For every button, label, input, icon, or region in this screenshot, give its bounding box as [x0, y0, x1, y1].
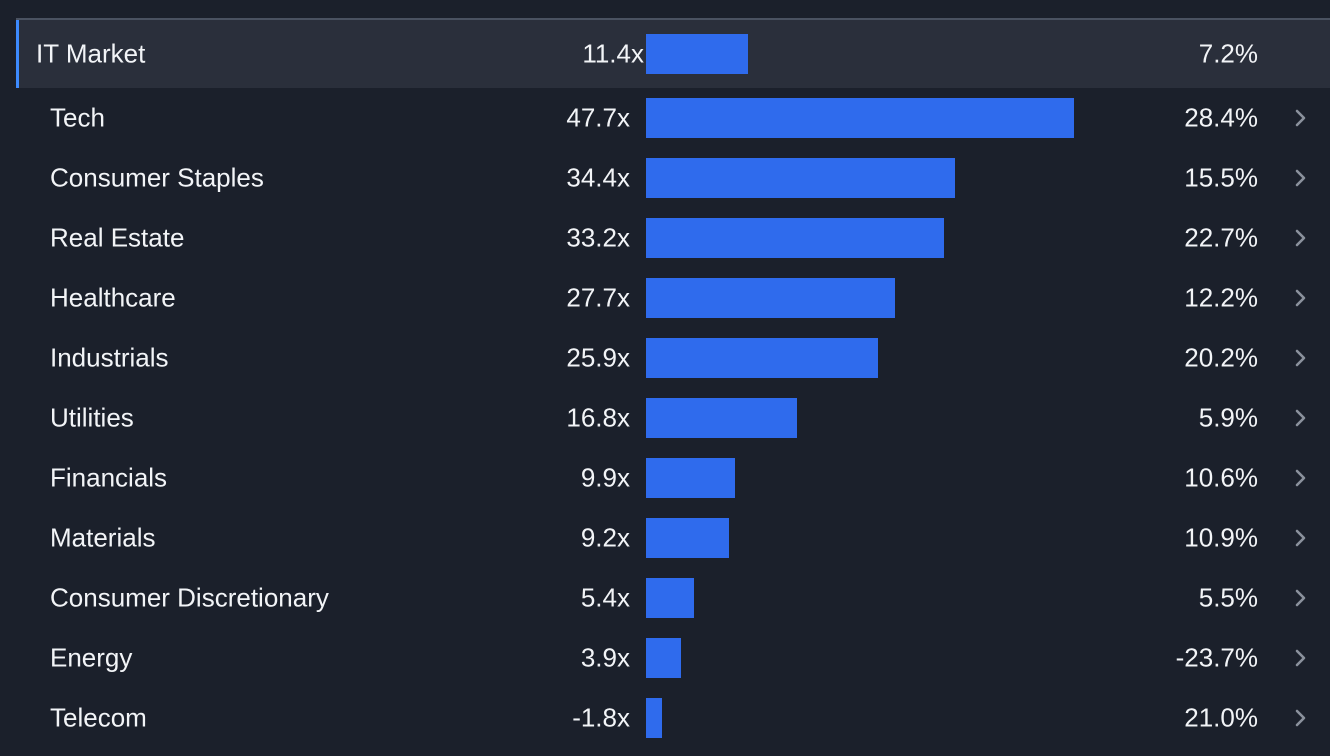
sector-multiple-label: 34.4x	[566, 162, 630, 193]
sector-row[interactable]: Healthcare 27.7x 12.2%	[0, 268, 1330, 328]
sector-multiple-label: -1.8x	[572, 702, 630, 733]
market-row: IT Market 11.4x 7.2%	[16, 20, 1330, 88]
sector-name: Industrials	[50, 342, 169, 373]
chevron-right-icon[interactable]	[1292, 586, 1310, 610]
sector-bar	[646, 98, 1074, 138]
sector-name: Energy	[50, 642, 133, 673]
sector-multiple-label: 5.4x	[580, 582, 630, 613]
sector-rows: IT Market 11.4x 7.2% Tech 47.7x 28.4% Consu…	[0, 20, 1330, 748]
chevron-right-icon[interactable]	[1292, 646, 1310, 670]
sector-bar	[646, 218, 944, 258]
sector-list: Tech 47.7x 28.4% Consumer Staples 34.4x 15.5%…	[0, 88, 1330, 748]
sector-multiple-label: 9.2x	[580, 522, 630, 553]
sector-row[interactable]: Materials 9.2x 10.9%	[0, 508, 1330, 568]
sector-bar	[646, 518, 729, 558]
sector-row[interactable]: Financials 9.9x 10.6%	[0, 448, 1330, 508]
sector-growth-label: 12.2%	[1184, 282, 1258, 313]
sector-name: Consumer Staples	[50, 162, 264, 193]
sector-row[interactable]: Utilities 16.8x 5.9%	[0, 388, 1330, 448]
sector-multiple-label: 16.8x	[566, 402, 630, 433]
sector-row[interactable]: Energy 3.9x -23.7%	[0, 628, 1330, 688]
sector-multiple-label: 47.7x	[566, 102, 630, 133]
market-bar	[646, 34, 748, 74]
sector-row[interactable]: Consumer Staples 34.4x 15.5%	[0, 148, 1330, 208]
sector-bar	[646, 398, 797, 438]
sector-bar	[646, 158, 955, 198]
chevron-right-icon[interactable]	[1292, 166, 1310, 190]
chevron-right-icon[interactable]	[1292, 286, 1310, 310]
chevron-right-icon[interactable]	[1292, 466, 1310, 490]
sector-bar	[646, 458, 735, 498]
sector-name: Utilities	[50, 402, 134, 433]
sector-multiple-label: 27.7x	[566, 282, 630, 313]
sector-name: Consumer Discretionary	[50, 582, 329, 613]
sector-growth-label: 15.5%	[1184, 162, 1258, 193]
chevron-right-icon[interactable]	[1292, 346, 1310, 370]
sector-multiple-label: 9.9x	[580, 462, 630, 493]
sector-growth-label: 20.2%	[1184, 342, 1258, 373]
sector-row[interactable]: Real Estate 33.2x 22.7%	[0, 208, 1330, 268]
chevron-right-icon[interactable]	[1292, 106, 1310, 130]
sector-row[interactable]: Telecom -1.8x 21.0%	[0, 688, 1330, 748]
sector-bar	[646, 698, 662, 738]
sector-multiple-label: 33.2x	[566, 222, 630, 253]
sector-name: Tech	[50, 102, 105, 133]
sector-bar	[646, 578, 694, 618]
sector-growth-label: -23.7%	[1175, 642, 1258, 673]
sector-row[interactable]: Industrials 25.9x 20.2%	[0, 328, 1330, 388]
market-multiple-label: 11.4x	[582, 38, 644, 69]
sector-row[interactable]: Consumer Discretionary 5.4x 5.5%	[0, 568, 1330, 628]
sector-name: Materials	[50, 522, 156, 553]
sector-growth-label: 28.4%	[1184, 102, 1258, 133]
sector-growth-label: 5.5%	[1198, 582, 1258, 613]
sector-growth-label: 22.7%	[1184, 222, 1258, 253]
sector-name: Telecom	[50, 702, 147, 733]
chevron-right-icon[interactable]	[1292, 226, 1310, 250]
sector-bar	[646, 278, 895, 318]
sector-growth-label: 5.9%	[1198, 402, 1258, 433]
sector-name: Real Estate	[50, 222, 185, 253]
sector-name: Financials	[50, 462, 168, 493]
chevron-right-icon[interactable]	[1292, 706, 1310, 730]
sector-growth-label: 10.6%	[1184, 462, 1258, 493]
sector-bar	[646, 338, 878, 378]
sector-bar	[646, 638, 681, 678]
sector-multiple-label: 25.9x	[566, 342, 630, 373]
sector-growth-label: 10.9%	[1184, 522, 1258, 553]
chevron-right-icon[interactable]	[1292, 406, 1310, 430]
sector-name: Healthcare	[50, 282, 176, 313]
top-divider	[16, 18, 1330, 20]
market-name: IT Market	[36, 38, 146, 69]
sector-growth-label: 21.0%	[1184, 702, 1258, 733]
sector-row[interactable]: Tech 47.7x 28.4%	[0, 88, 1330, 148]
chevron-right-icon[interactable]	[1292, 526, 1310, 550]
sector-multiple-label: 3.9x	[580, 642, 630, 673]
market-growth-label: 7.2%	[1198, 38, 1258, 69]
